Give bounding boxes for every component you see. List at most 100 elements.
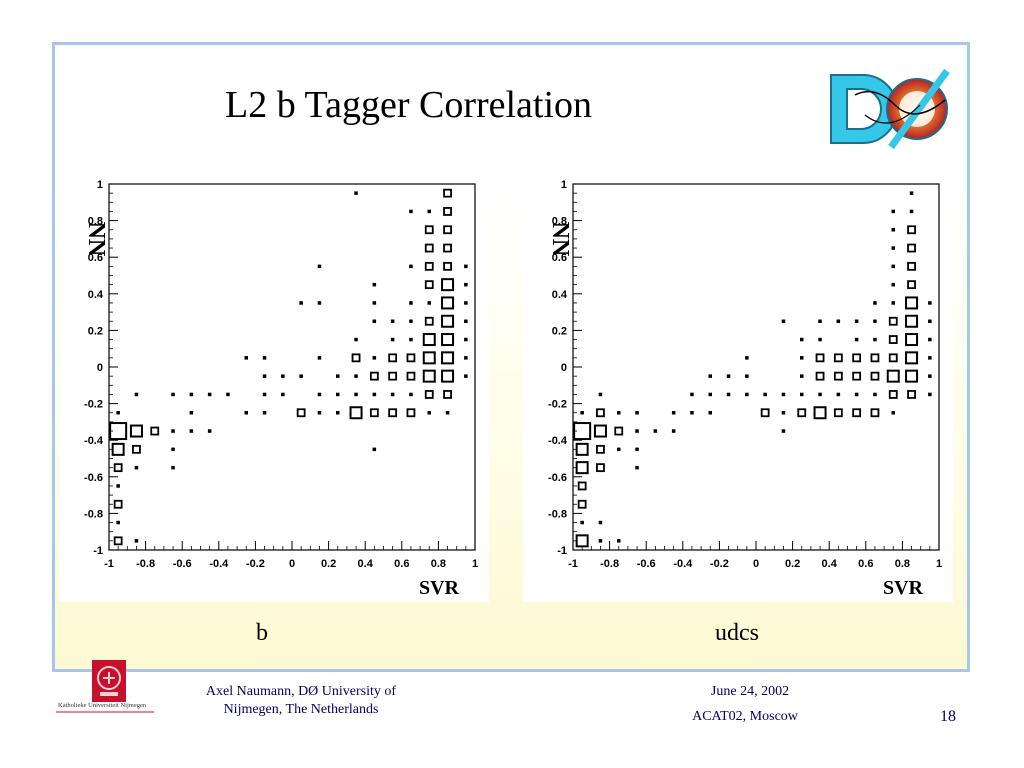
histogram-cell: [317, 301, 322, 305]
histogram-cell: [580, 411, 584, 415]
histogram-cell: [598, 392, 603, 397]
histogram-cell: [818, 319, 822, 323]
histogram-cell: [441, 314, 455, 328]
histogram-cell: [888, 335, 898, 344]
histogram-cell: [671, 429, 676, 433]
histogram-cell: [464, 282, 468, 287]
x-tick-label: 0.4: [358, 558, 374, 570]
histogram-cell: [424, 280, 434, 290]
histogram-cell: [354, 191, 358, 195]
histogram-cell: [928, 337, 932, 342]
histogram-cell: [262, 411, 267, 415]
x-axis-label: SVR: [883, 577, 924, 599]
histogram-cell: [427, 209, 431, 214]
histogram-cell: [870, 371, 880, 381]
histogram-cell: [369, 371, 379, 381]
y-tick-label: 0: [561, 362, 567, 374]
histogram-cell: [800, 392, 804, 397]
histogram-cell: [907, 390, 916, 399]
x-axis-label: SVR: [419, 577, 460, 599]
histogram-cell: [299, 301, 303, 305]
histogram-cell: [781, 319, 786, 323]
histogram-cell: [390, 337, 395, 342]
histogram-cell: [854, 319, 859, 323]
histogram-cell: [443, 243, 452, 253]
histogram-cell: [443, 390, 452, 399]
histogram-cell: [888, 316, 898, 326]
dzero-logo-icon: [830, 68, 950, 150]
y-tick-label: -0.8: [84, 508, 103, 520]
x-tick-label: -0.4: [209, 558, 229, 570]
histogram-cell: [726, 392, 731, 397]
histogram-cell: [891, 282, 895, 287]
histogram-cell: [422, 369, 436, 383]
histogram-cell: [800, 337, 804, 342]
y-tick-label: -0.4: [84, 435, 104, 447]
x-tick-label: -0.2: [710, 558, 729, 570]
histogram-cell: [813, 406, 827, 420]
histogram-cell: [928, 374, 932, 378]
y-tick-label: 1: [97, 179, 103, 191]
y-tick-label: 0.2: [552, 325, 567, 337]
histogram-cell: [598, 520, 603, 525]
histogram-cell: [593, 424, 607, 438]
histogram-cell: [891, 246, 895, 250]
histogram-cell: [870, 408, 880, 418]
histogram-cell: [354, 392, 358, 397]
histogram-cell: [891, 301, 895, 305]
histogram-cell: [653, 429, 658, 433]
histogram-cell: [577, 481, 587, 491]
x-tick-label: -0.6: [173, 558, 192, 570]
histogram-cell: [580, 520, 584, 525]
histogram-cell: [763, 392, 767, 397]
y-tick-label: -0.6: [84, 472, 103, 484]
histogram-cell: [873, 337, 877, 342]
histogram-cell: [443, 225, 452, 235]
footer-author: Axel Naumann, DØ University of Nijmegen,…: [205, 684, 397, 717]
histogram-cell: [635, 429, 639, 433]
histogram-cell: [800, 374, 804, 378]
histogram-cell: [113, 499, 123, 509]
histogram-cell: [424, 390, 434, 399]
histogram-cell: [464, 356, 468, 360]
histogram-cell: [388, 408, 398, 418]
histogram-cell: [427, 301, 431, 305]
histogram-cell: [354, 337, 358, 342]
histogram-cell: [575, 442, 589, 456]
histogram-cell: [109, 422, 128, 441]
histogram-cell: [372, 447, 377, 452]
histogram-cell: [745, 392, 749, 397]
histogram-cell: [424, 316, 434, 326]
x-tick-label: 0.6: [858, 558, 873, 570]
histogram-cell: [726, 374, 731, 378]
histogram-cell: [207, 392, 212, 397]
x-tick-label: -0.8: [136, 558, 155, 570]
footer-date: June 24, 2002: [710, 684, 790, 699]
y-tick-label: 0.4: [88, 289, 104, 301]
histogram-cell: [171, 465, 175, 470]
x-tick-label: -0.2: [246, 558, 265, 570]
histogram-cell: [635, 411, 639, 415]
histogram-cell: [781, 429, 786, 433]
histogram-cell: [891, 411, 895, 415]
histogram-cell: [870, 353, 880, 363]
histogram-cell: [296, 408, 306, 418]
histogram-cell: [928, 392, 932, 397]
histogram-cell: [575, 461, 589, 475]
university-seal-icon: [56, 660, 154, 713]
x-tick-label: -0.4: [673, 558, 693, 570]
histogram-cell: [427, 411, 431, 415]
histogram-cell: [443, 188, 452, 198]
histogram-cell: [907, 243, 916, 253]
histogram-cell: [244, 411, 248, 415]
histogram-cell: [111, 442, 125, 456]
histogram-cell: [409, 392, 413, 397]
x-tick-label: 0.2: [785, 558, 800, 570]
histogram-cell: [372, 319, 377, 323]
histogram-cell: [443, 261, 452, 271]
histogram-cell: [818, 392, 822, 397]
histogram-cell: [441, 278, 455, 292]
x-tick-label: 1: [472, 558, 478, 570]
histogram-cell: [317, 356, 322, 360]
histogram-cell: [189, 392, 194, 397]
